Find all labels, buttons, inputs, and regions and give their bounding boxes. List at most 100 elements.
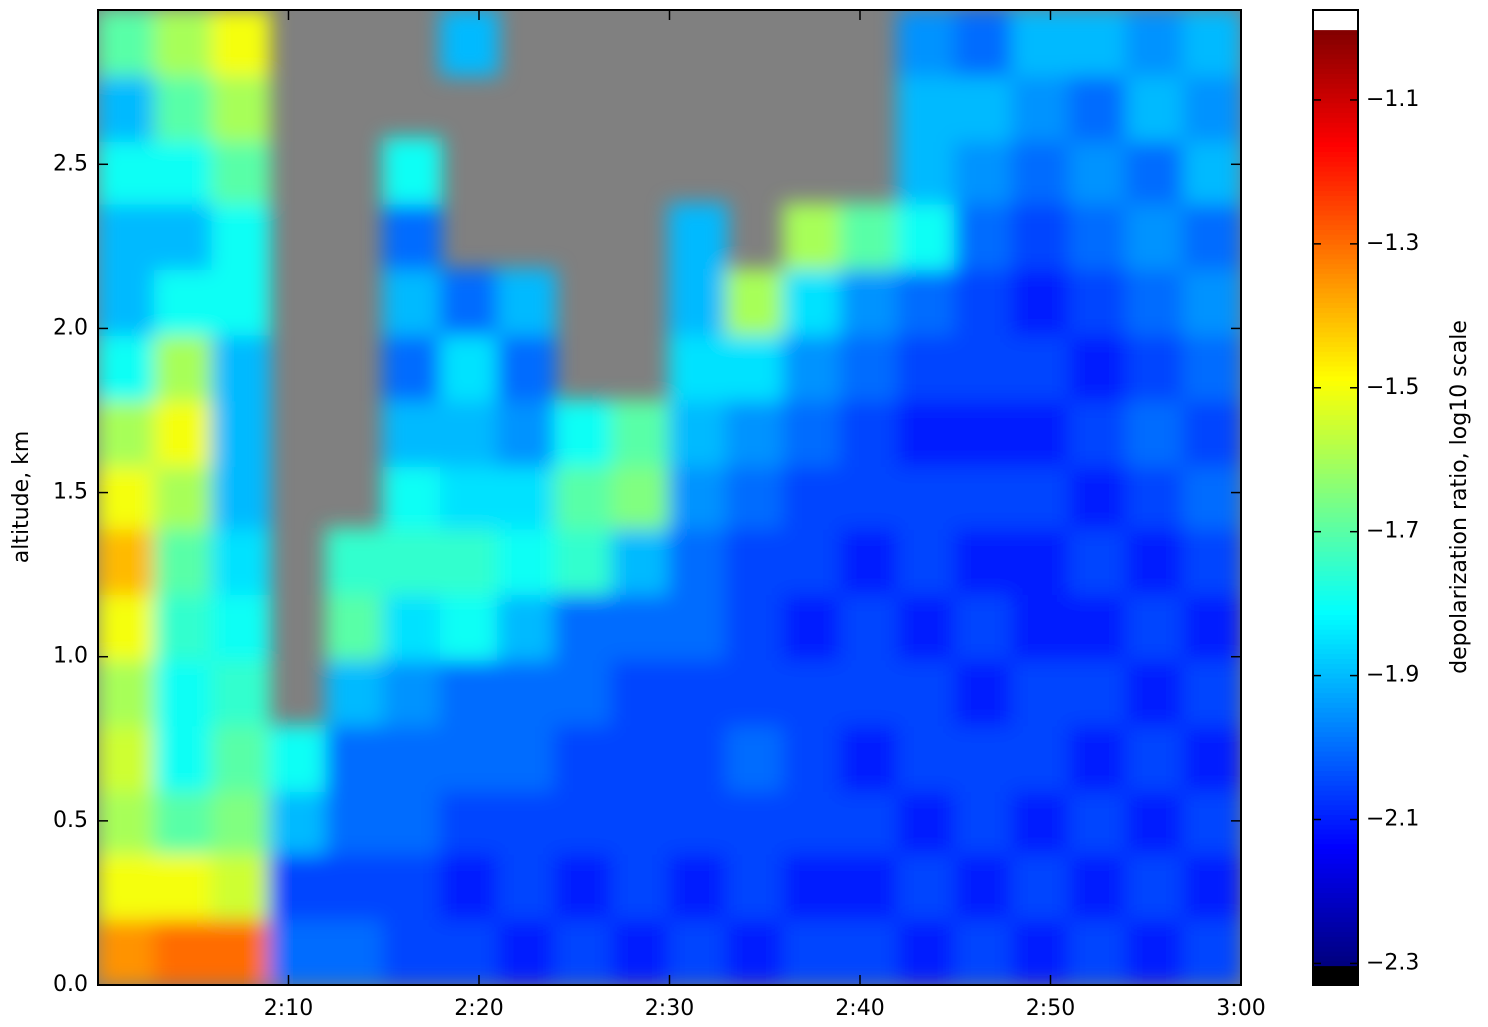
colorbar-swatch	[1313, 219, 1358, 226]
colorbar-tick-label: −2.3	[1366, 950, 1419, 975]
colorbar-swatch	[1313, 117, 1358, 123]
heatmap-cell	[668, 853, 728, 921]
colorbar-swatch	[1313, 507, 1358, 513]
heatmap-cell	[897, 853, 957, 921]
colorbar-swatch	[1313, 244, 1358, 250]
colorbar-swatch	[1313, 599, 1358, 606]
y-tick-label: 0.5	[53, 808, 88, 833]
heatmap-cell	[839, 399, 900, 467]
colorbar-swatch	[1313, 141, 1358, 148]
colorbar-frame	[1312, 9, 1359, 986]
colorbar-swatch	[1313, 907, 1358, 913]
colorbar-swatch	[1313, 921, 1358, 928]
heatmap-cell	[1182, 10, 1241, 77]
x-tick-label: 2:40	[835, 996, 884, 1021]
colorbar-swatch	[1313, 619, 1358, 625]
colorbar-swatch	[1313, 521, 1358, 528]
colorbar-swatch	[1313, 453, 1358, 460]
heatmap-cell	[439, 334, 500, 402]
heatmap-cell	[839, 659, 900, 727]
colorbar-swatch	[1313, 97, 1358, 104]
heatmap-cell	[439, 853, 500, 921]
colorbar-swatch	[1313, 512, 1358, 518]
heatmap-cell	[325, 787, 385, 855]
heatmap-cell	[98, 659, 157, 727]
colorbar-swatch	[1313, 794, 1358, 801]
colorbar-swatch	[1313, 536, 1358, 542]
colorbar-swatch	[1313, 473, 1358, 479]
heatmap-cell	[497, 528, 557, 596]
x-tick-label: 2:20	[454, 996, 503, 1021]
heatmap-cell	[211, 203, 271, 271]
colorbar-swatch	[1313, 390, 1358, 396]
heatmap-cell	[1182, 203, 1241, 271]
heatmap-cell	[897, 462, 957, 530]
colorbar-swatch	[1313, 560, 1358, 567]
heatmap-cell	[839, 787, 900, 855]
heatmap-cell	[954, 659, 1014, 727]
heatmap-cell	[897, 593, 957, 661]
heatmap-cell	[1125, 399, 1185, 467]
heatmap-cell	[154, 659, 214, 727]
colorbar-swatch	[1313, 161, 1358, 167]
heatmap-cell	[1125, 724, 1185, 792]
colorbar-swatch	[1313, 83, 1358, 89]
heatmap-cell	[1068, 334, 1128, 402]
heatmap-cell	[839, 593, 900, 661]
heatmap-cell	[554, 853, 614, 921]
colorbar-swatch	[1313, 790, 1358, 796]
colorbar-swatch	[1313, 668, 1358, 674]
heatmap-cell	[211, 853, 271, 921]
colorbar-swatch	[1313, 385, 1358, 391]
heatmap-cell	[211, 462, 271, 530]
heatmap-cell	[154, 74, 214, 142]
heatmap-cell	[782, 787, 842, 855]
colorbar-swatch	[1313, 29, 1358, 35]
heatmap-cell	[154, 918, 214, 985]
heatmap-cell	[325, 593, 385, 661]
colorbar-swatch	[1313, 63, 1358, 70]
heatmap-cell	[1011, 268, 1071, 336]
heatmap-cell	[954, 918, 1014, 985]
colorbar-swatch	[1313, 892, 1358, 898]
heatmap-cell	[1182, 399, 1241, 467]
colorbar-swatch	[1313, 692, 1358, 698]
heatmap-cell	[782, 399, 842, 467]
heatmap-cell	[1125, 203, 1185, 271]
heatmap-cell	[897, 399, 957, 467]
colorbar-swatch	[1313, 234, 1358, 240]
colorbar-swatch	[1313, 195, 1358, 201]
heatmap-cell	[1068, 918, 1128, 985]
y-tick-label: 2.5	[53, 151, 88, 176]
heatmap-cell	[725, 918, 785, 985]
colorbar-swatch	[1313, 780, 1358, 786]
heatmap-cell	[211, 918, 271, 985]
colorbar-swatch	[1313, 404, 1358, 411]
colorbar-swatch	[1313, 916, 1358, 923]
colorbar-swatch	[1313, 297, 1358, 304]
heatmap-cell	[839, 334, 900, 402]
heatmap-cell	[1125, 659, 1185, 727]
heatmap-cell	[154, 528, 214, 596]
colorbar-swatch	[1313, 546, 1358, 552]
heatmap-cell	[211, 787, 271, 855]
colorbar-swatch	[1313, 214, 1358, 221]
colorbar-swatch	[1313, 697, 1358, 703]
colorbar-swatch	[1313, 53, 1358, 60]
heatmap-cell	[1011, 203, 1071, 271]
colorbar-swatch	[1313, 814, 1358, 820]
colorbar-swatch	[1313, 760, 1358, 767]
colorbar-swatch	[1313, 322, 1358, 328]
heatmap-cell	[1125, 853, 1185, 921]
colorbar-swatch	[1313, 902, 1358, 908]
heatmap-cell	[839, 203, 900, 271]
colorbar-swatch	[1313, 88, 1358, 94]
colorbar-swatch	[1313, 375, 1358, 382]
colorbar-swatch	[1313, 180, 1358, 187]
colorbar-swatch	[1313, 707, 1358, 713]
colorbar-swatch	[1313, 716, 1358, 723]
heatmap-cell	[554, 399, 614, 467]
heatmap-cell	[154, 268, 214, 336]
colorbar-swatch	[1313, 487, 1358, 494]
colorbar-swatch	[1313, 687, 1358, 694]
